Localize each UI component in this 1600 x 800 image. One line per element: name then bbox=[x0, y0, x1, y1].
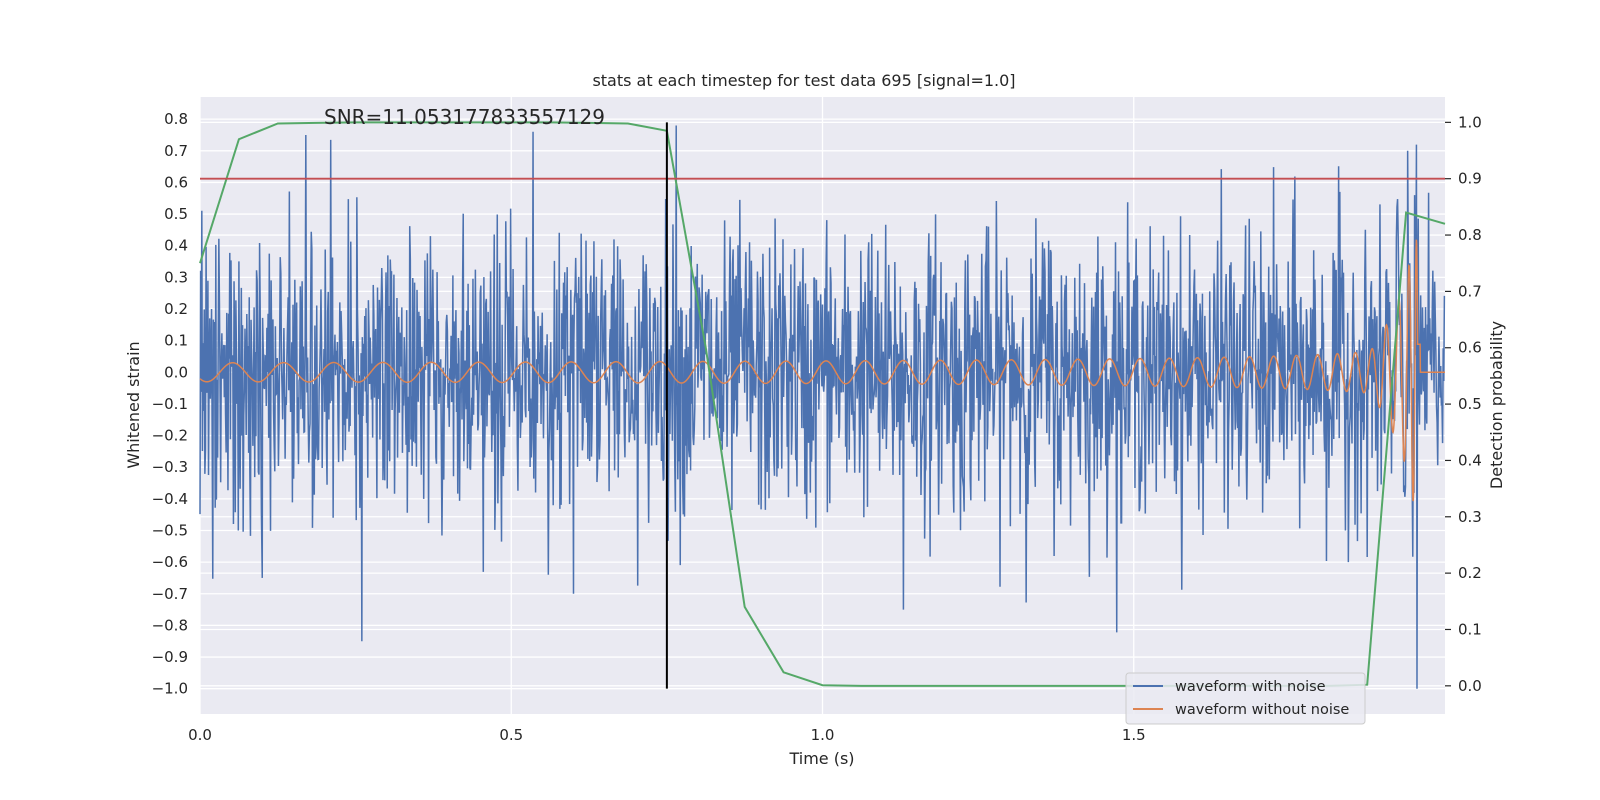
y-right-tick-label: 0.0 bbox=[1458, 677, 1482, 695]
y-tick-label: 0.5 bbox=[164, 205, 188, 223]
y-tick-label: −1.0 bbox=[152, 680, 188, 698]
y-axis-label-right: Detection probability bbox=[1487, 321, 1506, 489]
y-tick-label: −0.7 bbox=[152, 585, 188, 603]
y-tick-label: 0.3 bbox=[164, 268, 188, 286]
legend-label-waveform-without-noise: waveform without noise bbox=[1175, 702, 1349, 718]
y-tick-label: 0.7 bbox=[164, 142, 188, 160]
y-tick-label: 0.6 bbox=[164, 173, 188, 191]
x-tick-label: 1.5 bbox=[1122, 726, 1146, 744]
y-tick-label: 0.0 bbox=[164, 363, 188, 381]
y-right-tick-label: 0.7 bbox=[1458, 282, 1482, 300]
y-tick-label: −0.9 bbox=[152, 648, 188, 666]
y-right-tick-label: 0.2 bbox=[1458, 564, 1482, 582]
y-right-tick-label: 0.5 bbox=[1458, 395, 1482, 413]
y-tick-label: −0.4 bbox=[152, 490, 188, 508]
y-right-tick-label: 0.1 bbox=[1458, 620, 1482, 638]
series-waveform-without-noise bbox=[199, 239, 1445, 502]
axis-ticks: 0.0 0.5 1.0 1.5 −1.0 −0.9 −0.8 −0.7 −0.6 −0.5 −0.4… bbox=[152, 110, 1482, 744]
x-tick-label: 0.0 bbox=[188, 726, 212, 744]
y-tick-label: −0.1 bbox=[152, 395, 188, 413]
y-tick-label: 0.1 bbox=[164, 332, 188, 350]
legend-box bbox=[1125, 672, 1366, 725]
snr-annotation: SNR=11.053177833557129 bbox=[324, 105, 605, 129]
y-tick-label: −0.3 bbox=[152, 458, 188, 476]
x-tick-label: 0.5 bbox=[499, 726, 523, 744]
legend-label-waveform-with-noise: waveform with noise bbox=[1175, 679, 1326, 695]
y-right-tick-label: 0.4 bbox=[1458, 451, 1482, 469]
series-waveform-with-noise bbox=[199, 125, 1446, 689]
y-tick-label: 0.8 bbox=[164, 110, 188, 128]
chart-title: stats at each timestep for test data 695… bbox=[592, 71, 1015, 90]
x-tick-label: 1.0 bbox=[811, 726, 835, 744]
y-tick-label: −0.8 bbox=[152, 616, 188, 634]
y-right-tick-label: 0.3 bbox=[1458, 508, 1482, 526]
y-tick-label: −0.2 bbox=[152, 427, 188, 445]
y-right-tick-label: 0.6 bbox=[1458, 339, 1482, 357]
y-right-tick-label: 0.8 bbox=[1458, 226, 1482, 244]
legend: waveform with noise waveform without noi… bbox=[1125, 672, 1366, 725]
y-right-tick-label: 0.9 bbox=[1458, 170, 1482, 188]
y-right-tick-label: 1.0 bbox=[1458, 113, 1482, 131]
y-axis-label: Whitened strain bbox=[124, 341, 143, 468]
x-axis-label: Time (s) bbox=[788, 749, 854, 768]
y-tick-label: −0.6 bbox=[152, 553, 188, 571]
y-tick-label: 0.2 bbox=[164, 300, 188, 318]
y-tick-label: 0.4 bbox=[164, 237, 188, 255]
y-tick-label: −0.5 bbox=[152, 521, 188, 539]
